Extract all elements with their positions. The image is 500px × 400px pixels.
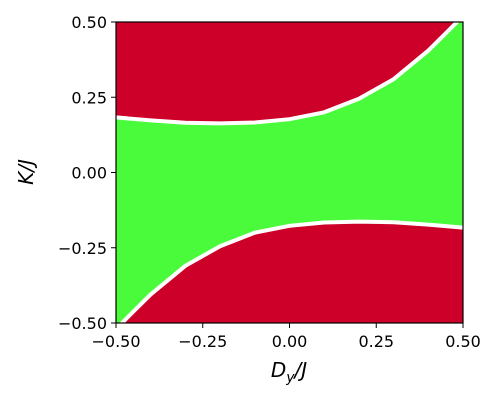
plot-regions bbox=[116, 22, 463, 323]
x-tick-label: 0.50 bbox=[445, 332, 481, 351]
region-upper bbox=[116, 22, 457, 124]
x-axis-label: Dy/J bbox=[271, 358, 307, 386]
x-tick-label: 0.00 bbox=[272, 332, 308, 351]
x-tick-label: 0.25 bbox=[358, 332, 394, 351]
y-tick-label: −0.25 bbox=[58, 239, 107, 258]
boundary-upper-line bbox=[116, 22, 460, 126]
x-tick-label: −0.50 bbox=[91, 332, 140, 351]
y-tick-label: 0.50 bbox=[71, 13, 107, 32]
y-tick-label: 0.00 bbox=[71, 164, 107, 183]
y-axis-ticks: −0.50 −0.25 0.00 0.25 0.50 bbox=[58, 13, 116, 333]
x-tick-label: −0.25 bbox=[178, 332, 227, 351]
y-axis-label: K/J bbox=[14, 159, 38, 185]
y-tick-label: −0.50 bbox=[58, 314, 107, 333]
x-axis-ticks: −0.50 −0.25 0.00 0.25 0.50 bbox=[91, 323, 481, 351]
y-tick-label: 0.25 bbox=[71, 88, 107, 107]
boundary-lower-line bbox=[119, 219, 463, 323]
region-lower bbox=[121, 221, 463, 323]
